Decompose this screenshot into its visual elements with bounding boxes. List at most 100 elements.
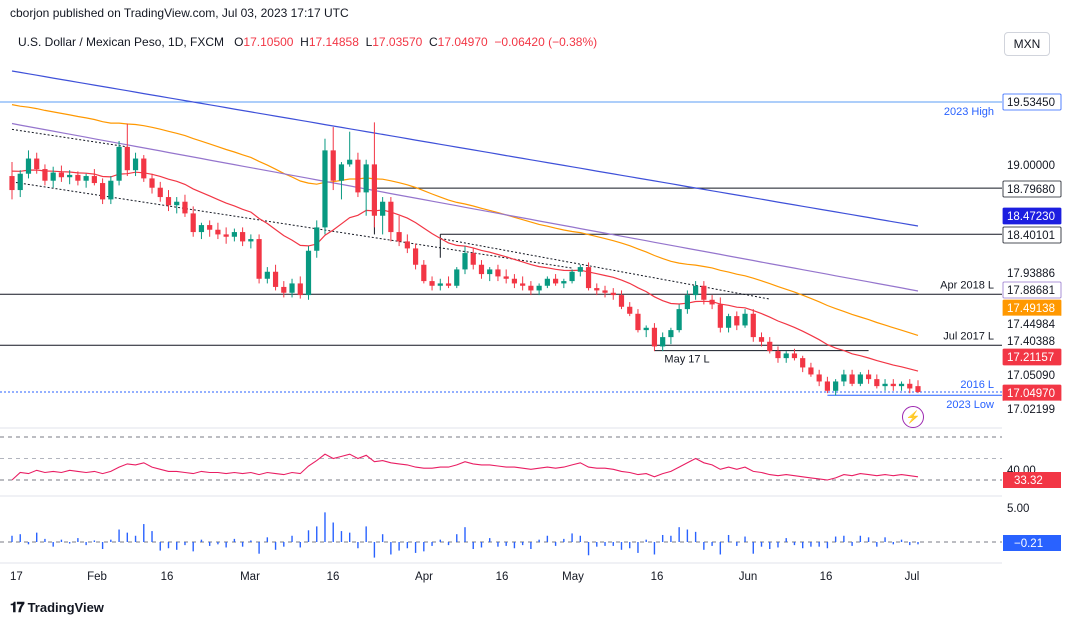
open-label: O xyxy=(234,35,244,49)
price-badge xyxy=(1002,180,1062,198)
lightning-icon[interactable]: ⚡ xyxy=(902,406,924,428)
candle-body xyxy=(585,267,592,289)
candle-body xyxy=(75,174,81,181)
level-label: Jul 2017 L xyxy=(943,330,994,342)
candle-body xyxy=(750,313,756,338)
candle-body xyxy=(865,374,872,380)
candle-body xyxy=(857,374,863,384)
candle-body xyxy=(487,269,493,275)
candle-body xyxy=(890,383,896,387)
candle-body xyxy=(272,271,279,287)
candle-body xyxy=(874,379,880,387)
rsi-current-label: 33.32 xyxy=(1014,475,1043,487)
candle-body xyxy=(207,225,213,230)
candle-body xyxy=(553,278,559,284)
price-badge-label: 17.40388 xyxy=(1007,336,1055,348)
candle-body xyxy=(429,281,435,286)
tradingview-logo: 𝟏𝟕 TradingView xyxy=(10,599,104,616)
close-label: C xyxy=(428,35,438,49)
price-badge xyxy=(1002,264,1062,282)
candle-body xyxy=(198,225,205,233)
candle-body xyxy=(462,253,468,270)
x-tick-label: Apr xyxy=(415,571,433,583)
candle-body xyxy=(264,271,270,279)
candle-body xyxy=(322,150,328,228)
level-label: May 17 L xyxy=(664,354,709,366)
price-badge-label: 17.44984 xyxy=(1007,319,1056,331)
low-value: 17.03570 xyxy=(372,35,423,49)
currency-unit-button[interactable]: MXN xyxy=(1004,32,1050,56)
candle-body xyxy=(561,281,567,284)
candle-body xyxy=(569,271,575,282)
candle-body xyxy=(223,234,229,237)
candle-body xyxy=(635,313,641,331)
close-value: 17.04970 xyxy=(437,35,488,49)
candle-body xyxy=(536,285,542,291)
candle-body xyxy=(643,327,649,331)
trendline xyxy=(11,181,573,269)
candle-body xyxy=(816,374,822,382)
candle-body xyxy=(240,232,246,242)
candle-body xyxy=(824,381,830,391)
price-badge xyxy=(1002,93,1062,111)
candle-body xyxy=(915,386,921,392)
candle-body xyxy=(841,374,847,382)
candle-body xyxy=(149,178,155,188)
price-badge xyxy=(1002,400,1062,418)
candle-body xyxy=(124,146,130,171)
price-badge-label: 17.21157 xyxy=(1007,352,1054,364)
macd-badge xyxy=(1003,535,1061,551)
candle-body xyxy=(520,283,526,286)
candle-body xyxy=(132,158,139,171)
x-tick-label: 16 xyxy=(651,571,664,583)
price-badge xyxy=(1002,348,1062,366)
candle-body xyxy=(34,158,40,170)
candle-body xyxy=(157,187,163,198)
price-badge-label: 18.40101 xyxy=(1007,230,1055,242)
price-badge-label: 18.79680 xyxy=(1007,184,1055,196)
candle-body xyxy=(495,269,501,277)
tradingview-brand: TradingView xyxy=(27,600,104,615)
price-badge xyxy=(1002,315,1062,333)
candle-body xyxy=(91,176,97,184)
candle-body xyxy=(833,381,839,391)
x-tick-label: Feb xyxy=(87,571,107,583)
candle-body xyxy=(898,383,905,387)
candle-body xyxy=(454,269,460,286)
price-badge xyxy=(1002,207,1062,225)
price-badge-label: 18.47230 xyxy=(1007,211,1055,223)
price-tick-label: 19.00000 xyxy=(1007,160,1055,172)
candle-body xyxy=(800,358,806,368)
candle-body xyxy=(182,201,188,214)
candle-body xyxy=(849,374,855,384)
candle-body xyxy=(248,239,254,242)
candle-body xyxy=(627,306,633,314)
candle-body xyxy=(330,150,336,181)
ema-50-line xyxy=(11,104,919,336)
candle-body xyxy=(363,164,369,193)
candle-body xyxy=(767,341,773,352)
candle-body xyxy=(116,146,122,181)
candle-body xyxy=(437,283,443,286)
price-badge-label: 19.53450 xyxy=(1007,97,1055,109)
candle-body xyxy=(610,292,616,296)
candle-body xyxy=(380,201,386,216)
open-value: 17.10500 xyxy=(243,35,294,49)
candle-body xyxy=(404,241,410,249)
candle-body xyxy=(742,313,748,326)
candle-body xyxy=(355,159,361,193)
candle-body xyxy=(725,316,732,328)
price-badge-label: 17.04970 xyxy=(1007,388,1055,400)
price-badge xyxy=(1002,281,1062,299)
candle-body xyxy=(511,278,518,284)
ohlc-legend: U.S. Dollar / Mexican Peso, 1D, FXCM O17… xyxy=(18,35,597,49)
candle-body xyxy=(215,229,221,235)
candle-body xyxy=(314,227,320,251)
symbol-name[interactable]: U.S. Dollar / Mexican Peso, 1D, FXCM xyxy=(18,35,225,49)
trendline xyxy=(11,128,128,148)
x-tick-label: 17 xyxy=(10,571,23,583)
x-tick-label: 16 xyxy=(496,571,509,583)
candle-body xyxy=(717,304,723,328)
candle-body xyxy=(478,264,485,275)
